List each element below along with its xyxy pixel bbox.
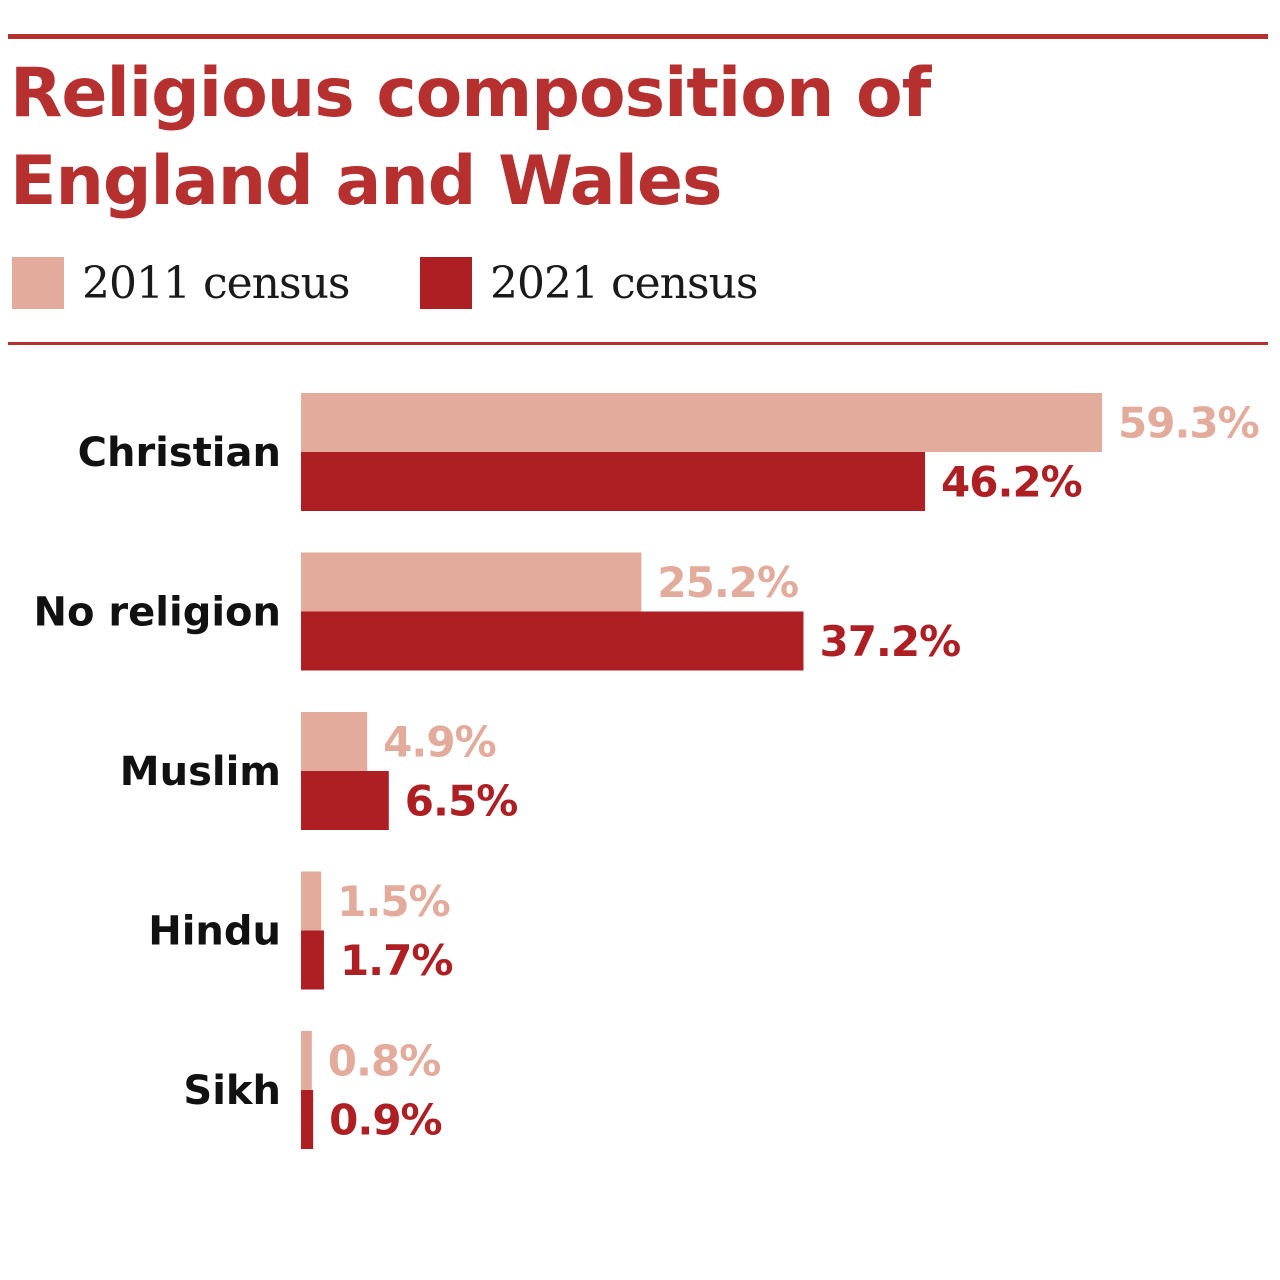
- category-label-hindu: Hindu: [148, 909, 281, 955]
- value-label-muslim-2011: 4.9%: [383, 718, 495, 767]
- bar-no-religion-2011: [301, 552, 642, 612]
- bar-hindu-2011: [301, 871, 322, 931]
- title-line-2: England and Wales: [10, 142, 723, 221]
- value-label-no-religion-2011: 25.2%: [657, 558, 798, 607]
- category-label-christian: Christian: [78, 430, 281, 476]
- legend-item-2021: 2021 census: [420, 255, 758, 311]
- legend-swatch-2021: [420, 257, 472, 309]
- bar-sikh-2011: [301, 1031, 312, 1090]
- divider-rule: [8, 342, 1268, 345]
- legend-swatch-2011: [12, 257, 64, 309]
- value-label-hindu-2011: 1.5%: [337, 877, 449, 926]
- category-label-muslim: Muslim: [120, 749, 281, 795]
- legend-label-2021: 2021 census: [490, 257, 758, 309]
- value-label-christian-2021: 46.2%: [941, 458, 1082, 507]
- value-label-sikh-2021: 0.9%: [329, 1096, 441, 1145]
- top-rule: [8, 34, 1268, 39]
- value-label-sikh-2011: 0.8%: [328, 1037, 440, 1086]
- bar-sikh-2021: [301, 1090, 314, 1149]
- category-label-sikh: Sikh: [183, 1068, 281, 1114]
- value-label-muslim-2021: 6.5%: [405, 777, 517, 826]
- bar-muslim-2011: [301, 712, 368, 771]
- value-label-no-religion-2021: 37.2%: [819, 617, 960, 666]
- category-label-no-religion: No religion: [34, 590, 281, 636]
- legend-label-2011: 2011 census: [82, 257, 350, 309]
- bar-hindu-2021: [301, 930, 324, 990]
- bar-no-religion-2021: [301, 611, 804, 671]
- bar-christian-2021: [301, 452, 926, 511]
- value-label-hindu-2021: 1.7%: [340, 936, 452, 985]
- chart-title: Religious composition of England and Wal…: [10, 50, 931, 226]
- bar-muslim-2021: [301, 771, 389, 830]
- value-label-christian-2011: 59.3%: [1118, 399, 1259, 448]
- bar-christian-2011: [301, 393, 1102, 452]
- title-line-1: Religious composition of: [10, 54, 931, 133]
- legend-item-2011: 2011 census: [12, 255, 350, 311]
